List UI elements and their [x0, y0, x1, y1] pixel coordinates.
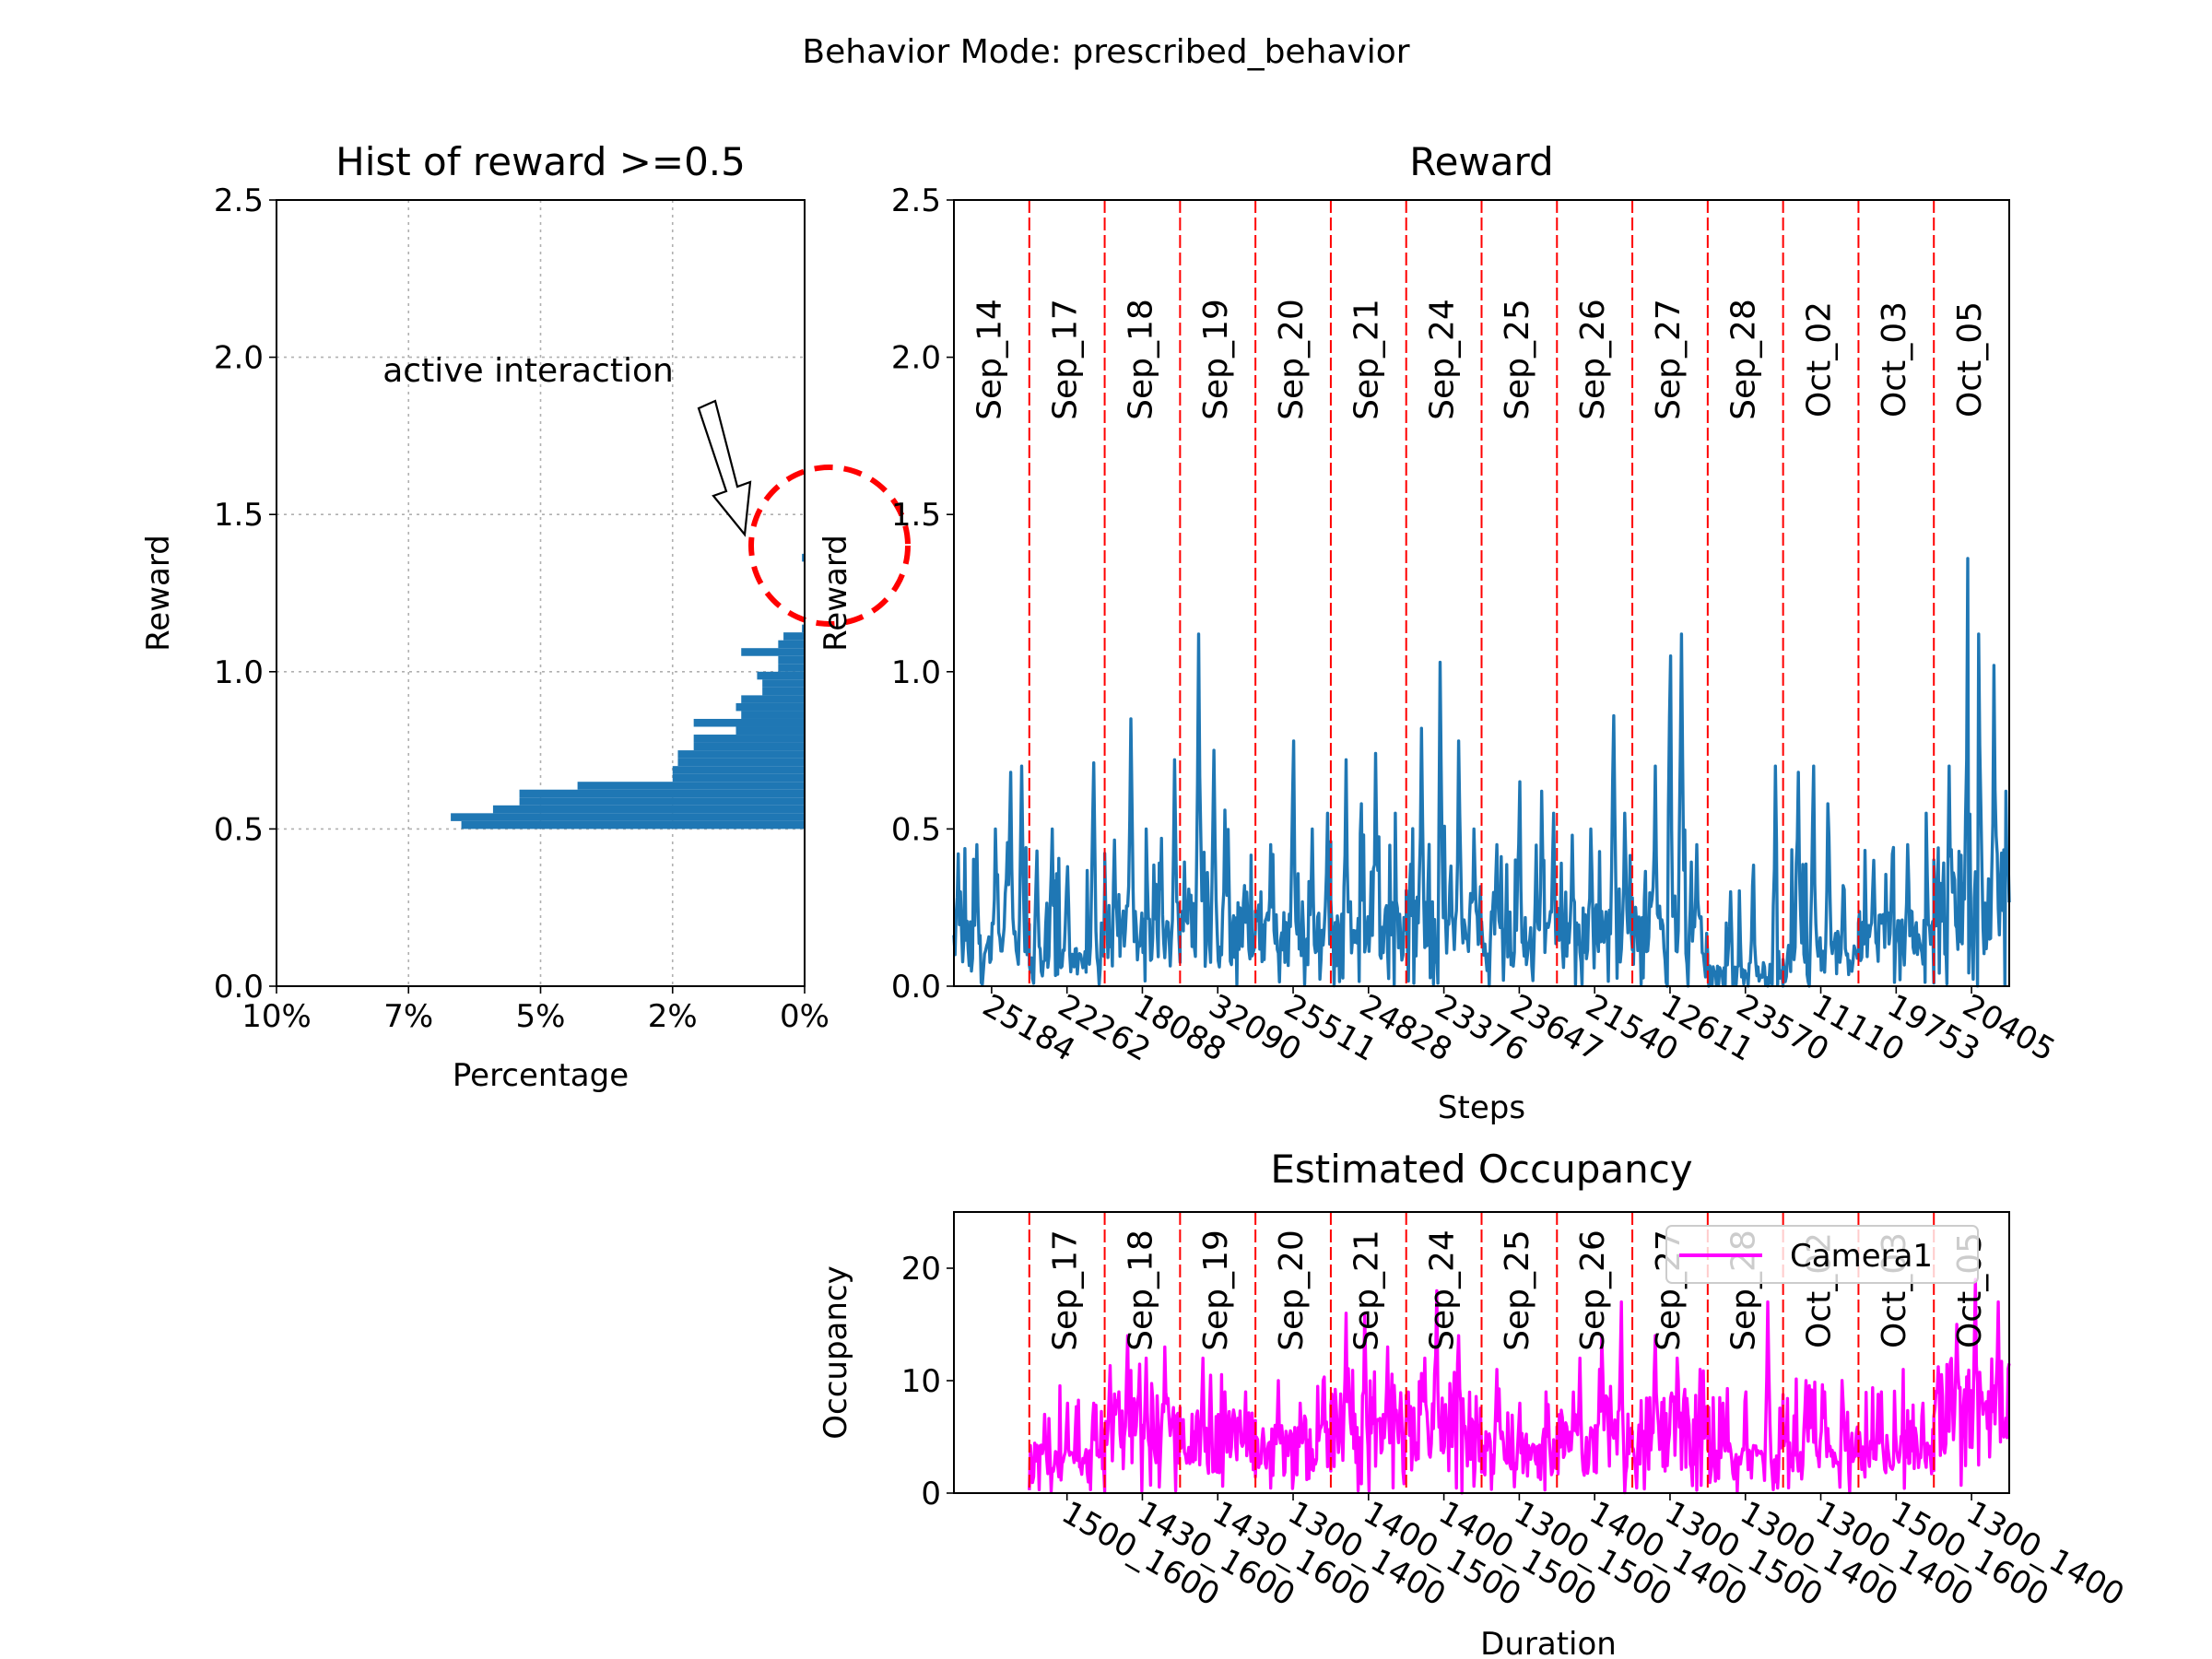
hist-bar-11	[693, 735, 805, 743]
hist-ylabel: Reward	[140, 535, 177, 652]
hist-xlabel: Percentage	[453, 1057, 629, 1094]
reward-day-label-3: Sep_19	[1197, 299, 1235, 420]
occupancy-day-label-7: Sep_26	[1574, 1230, 1612, 1351]
occupancy-title: Estimated Occupancy	[1270, 1147, 1692, 1192]
hist-xtick-label-0: 10%	[241, 998, 312, 1035]
occupancy-frame	[953, 1211, 2010, 1494]
annotation-label: active interaction	[382, 352, 674, 390]
hist-bar-3	[519, 797, 805, 806]
histogram-panel: active interaction 10% 7% 5% 2% 0% 0.0 0.5 1.0 1.…	[140, 139, 911, 1094]
hist-bar-15	[735, 702, 805, 712]
hist-bar-18	[762, 679, 805, 688]
reward-day-label-0: Sep_14	[971, 299, 1009, 420]
hist-bar-6	[672, 773, 805, 782]
hist-bar-10	[693, 742, 805, 751]
hist-bar-14	[741, 711, 805, 719]
occupancy-ytick-label-0: 0	[921, 1476, 941, 1512]
reward-day-label-8: Sep_26	[1574, 299, 1612, 420]
reward-day-label-7: Sep_25	[1499, 299, 1536, 420]
reward-xlabel: Steps	[1438, 1089, 1525, 1126]
hist-xtick-label-1: 7%	[383, 998, 433, 1035]
hist-bar-5	[577, 782, 805, 790]
highlight-circle	[748, 465, 911, 627]
hist-bar-20	[778, 664, 805, 672]
occupancy-day-label-2: Sep_19	[1197, 1230, 1235, 1351]
reward-day-label-9: Sep_27	[1650, 299, 1688, 420]
reward-day-label-12: Oct_03	[1876, 301, 1913, 418]
occupancy-legend-label: Camera1	[1790, 1238, 1933, 1275]
hist-bar-17	[762, 687, 805, 696]
occupancy-day-label-1: Sep_18	[1122, 1230, 1159, 1351]
hist-bar-23	[778, 640, 805, 649]
hist-bar-19	[757, 671, 805, 680]
reward-ytick-label-5: 2.5	[891, 182, 941, 219]
occupancy-day-label-0: Sep_17	[1046, 1230, 1084, 1351]
reward-ytick-label-0: 0.0	[891, 969, 941, 1006]
reward-day-label-11: Oct_02	[1800, 301, 1838, 418]
reward-ytick-label-4: 2.0	[891, 340, 941, 377]
reward-day-label-1: Sep_17	[1046, 299, 1084, 420]
hist-bar-4	[519, 789, 805, 798]
reward-ytick-label-2: 1.0	[891, 654, 941, 691]
occupancy-day-label-6: Sep_25	[1499, 1230, 1536, 1351]
hist-bar-2	[492, 805, 805, 814]
hist-bar-0	[461, 820, 805, 830]
occupancy-panel: Sep_17 Sep_18 Sep_19 Sep_20 Sep_21 Sep_24 Sep_…	[818, 1147, 2130, 1659]
reward-series-line	[952, 557, 2011, 988]
occupancy-day-label-4: Sep_21	[1348, 1230, 1386, 1351]
reward-day-label-10: Sep_28	[1725, 299, 1763, 420]
hist-ytick-label-3: 1.5	[214, 497, 264, 534]
hist-title: Hist of reward >=0.5	[335, 139, 746, 184]
hist-bar-7	[672, 766, 805, 774]
hist-xtick-label-3: 2%	[648, 998, 698, 1035]
reward-frame	[953, 199, 2010, 987]
hist-ytick-label-5: 2.5	[214, 182, 264, 219]
occupancy-ytick-label-1: 10	[901, 1363, 941, 1400]
hist-bar-9	[677, 750, 805, 759]
occupancy-series-line	[1028, 1277, 2011, 1495]
reward-day-label-13: Oct_05	[1951, 301, 1989, 418]
reward-day-label-6: Sep_24	[1423, 299, 1461, 420]
figure-title: Behavior Mode: prescribed_behavior	[802, 33, 1409, 71]
hist-xtick-label-2: 5%	[516, 998, 566, 1035]
annotation-arrow	[697, 399, 752, 537]
occupancy-ylabel: Occupancy	[818, 1265, 854, 1439]
hist-bar-13	[693, 718, 805, 727]
reward-ytick-label-3: 1.5	[891, 497, 941, 534]
hist-ytick-label-4: 2.0	[214, 340, 264, 377]
reward-day-label-2: Sep_18	[1122, 299, 1159, 420]
hist-bar-22	[741, 648, 805, 656]
occupancy-day-label-5: Sep_24	[1423, 1230, 1461, 1351]
hist-bar-21	[778, 655, 805, 665]
hist-bar-24	[783, 632, 805, 641]
reward-day-label-5: Sep_21	[1348, 299, 1386, 420]
reward-day-label-4: Sep_20	[1273, 299, 1311, 420]
hist-bar-16	[741, 695, 805, 703]
occupancy-day-label-3: Sep_20	[1273, 1230, 1311, 1351]
hist-bar-12	[735, 726, 805, 735]
occupancy-ytick-label-2: 20	[901, 1251, 941, 1288]
reward-title: Reward	[1409, 139, 1553, 184]
hist-xtick-label-4: 0%	[780, 998, 830, 1035]
reward-ytick-label-1: 0.5	[891, 811, 941, 848]
hist-bar-25	[802, 624, 805, 633]
hist-bar-8	[677, 758, 805, 767]
hist-ytick-label-1: 0.5	[214, 811, 264, 848]
reward-ylabel: Reward	[818, 535, 854, 652]
hist-bar-1	[451, 813, 805, 821]
reward-panel: Sep_14 Sep_17 Sep_18 Sep_19 Sep_20 Sep_21 Sep_…	[818, 139, 2061, 1126]
hist-bar-26	[802, 553, 805, 562]
occupancy-xlabel: Duration	[1480, 1626, 1617, 1659]
hist-ytick-label-2: 1.0	[214, 654, 264, 691]
occupancy-legend-box	[1665, 1225, 1979, 1284]
hist-ytick-label-0: 0.0	[214, 969, 264, 1006]
